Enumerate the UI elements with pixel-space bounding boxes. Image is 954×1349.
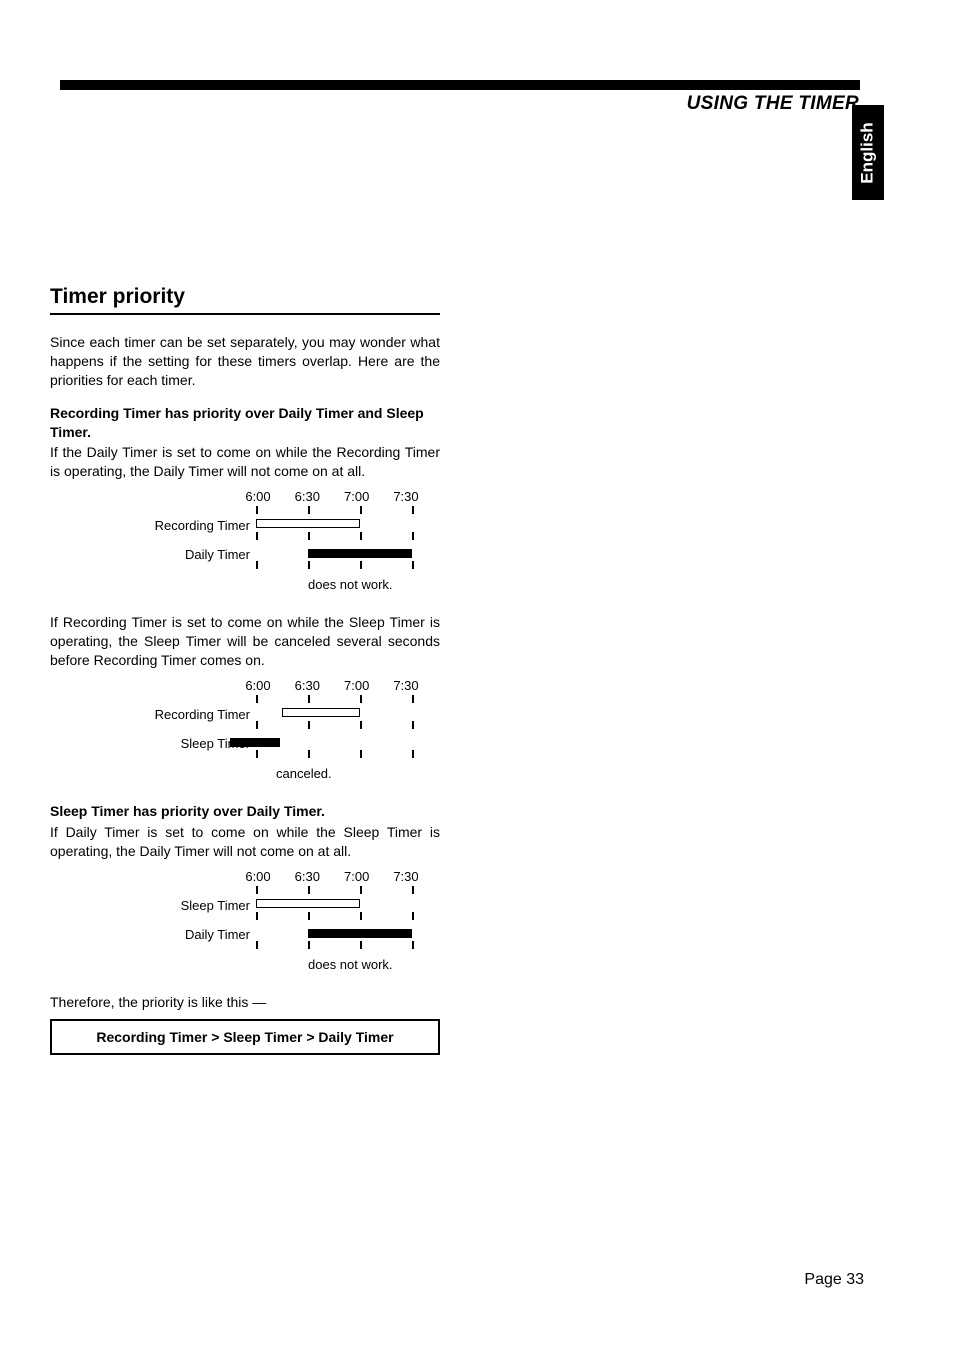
- rule1-text: If the Daily Timer is set to come on whi…: [50, 443, 440, 481]
- time-label: 6:30: [291, 869, 323, 884]
- diagram-3-time-labels: 6:00 6:30 7:00 7:30: [242, 869, 422, 884]
- priority-box: Recording Timer > Sleep Timer > Daily Ti…: [50, 1019, 440, 1055]
- time-label: 6:30: [291, 489, 323, 504]
- tick-row: [256, 912, 412, 920]
- page-header-title: USING THE TIMER: [687, 93, 859, 115]
- daily-timer-bar: [308, 549, 412, 558]
- time-label: 6:30: [291, 678, 323, 693]
- therefore-text: Therefore, the priority is like this —: [50, 993, 440, 1012]
- diagram-2-caption: canceled.: [276, 766, 332, 781]
- diagram-row-label: Sleep Timer: [120, 898, 250, 913]
- daily-timer-bar: [308, 929, 412, 938]
- section-title: Timer priority: [50, 285, 440, 309]
- tick-row: [256, 750, 412, 758]
- time-label: 7:30: [390, 678, 422, 693]
- rule2-title: Sleep Timer has priority over Daily Time…: [50, 802, 440, 821]
- tick-row: [256, 506, 412, 514]
- diagram-2-time-labels: 6:00 6:30 7:00 7:30: [242, 678, 422, 693]
- title-rule: [50, 313, 440, 315]
- tick-row: [256, 941, 412, 949]
- top-rule: [60, 80, 860, 90]
- diagram-row-label: Daily Timer: [120, 547, 250, 562]
- diagram-3-caption: does not work.: [308, 957, 393, 972]
- sleep-timer-bar: [230, 738, 280, 747]
- time-label: 7:30: [390, 869, 422, 884]
- diagram-row-label: Daily Timer: [120, 927, 250, 942]
- rule2-text: If Daily Timer is set to come on while t…: [50, 823, 440, 861]
- sleep-timer-bar: [256, 899, 360, 908]
- recording-timer-bar: [282, 708, 360, 717]
- diagram-1: 6:00 6:30 7:00 7:30 Recording Timer Dail…: [50, 489, 430, 599]
- rule1-title: Recording Timer has priority over Daily …: [50, 404, 440, 442]
- main-content: Timer priority Since each timer can be s…: [50, 285, 440, 1055]
- diagram-row-label: Recording Timer: [120, 707, 250, 722]
- tick-row: [256, 886, 412, 894]
- diagram-row-label: Recording Timer: [120, 518, 250, 533]
- time-label: 7:00: [341, 489, 373, 504]
- diagram-1-time-labels: 6:00 6:30 7:00 7:30: [242, 489, 422, 504]
- time-label: 6:00: [242, 869, 274, 884]
- intro-paragraph: Since each timer can be set separately, …: [50, 333, 440, 390]
- rule1b-text: If Recording Timer is set to come on whi…: [50, 613, 440, 670]
- time-label: 6:00: [242, 678, 274, 693]
- tick-row: [256, 695, 412, 703]
- time-label: 7:30: [390, 489, 422, 504]
- tick-row: [256, 721, 412, 729]
- tick-row: [256, 561, 412, 569]
- time-label: 7:00: [341, 869, 373, 884]
- page-number: Page 33: [804, 1271, 864, 1289]
- diagram-3: 6:00 6:30 7:00 7:30 Sleep Timer Daily Ti…: [50, 869, 430, 979]
- diagram-2: 6:00 6:30 7:00 7:30 Recording Timer Slee…: [50, 678, 430, 788]
- recording-timer-bar: [256, 519, 360, 528]
- language-tab-label: English: [858, 122, 878, 183]
- language-tab: English: [852, 105, 884, 200]
- time-label: 6:00: [242, 489, 274, 504]
- diagram-1-caption: does not work.: [308, 577, 393, 592]
- tick-row: [256, 532, 412, 540]
- time-label: 7:00: [341, 678, 373, 693]
